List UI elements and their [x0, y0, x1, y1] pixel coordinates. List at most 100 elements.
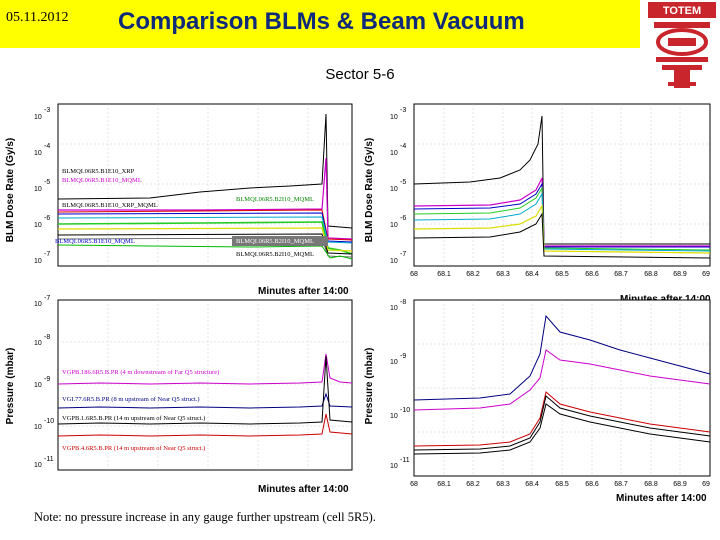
legend-label: BLMQI.06R5.B1E10_XRP [62, 168, 135, 175]
pressure-left-ylabel: Pressure (mbar) [5, 348, 16, 425]
x-tick: 68.2 [466, 481, 480, 488]
footnote: Note: no pressure increase in any gauge … [34, 510, 376, 524]
trace-cyan [57, 216, 353, 244]
title-banner [0, 0, 640, 48]
legend-label: BLMQI.06R5.B1E10_MQML [62, 177, 142, 184]
y-tick: 10 [390, 150, 398, 157]
y-tick: 10 [34, 114, 42, 121]
x-tick: 69 [702, 271, 710, 278]
y-tick: 10 [34, 150, 42, 157]
y-tick-exp: -9 [44, 376, 50, 383]
slide-title: Comparison BLMs & Beam Vacuum [118, 8, 525, 35]
trace-magenta [58, 157, 353, 240]
y-tick: 10 [390, 305, 398, 312]
y-tick: 10 [390, 463, 398, 470]
trace-black [413, 115, 710, 245]
blm-overview-chart: BLM Dose Rate (Gy/s) 10-3 10-4 10-5 10-6… [5, 103, 353, 297]
x-tick: 68.2 [466, 271, 480, 278]
pressure-right-y-ticks: 10-8 10-9 10-10 10-11 [390, 299, 410, 470]
y-tick: 10 [390, 413, 398, 420]
pressure-right-x-ticks: 68 68.1 68.2 68.3 68.4 68.5 68.6 68.7 68… [410, 481, 710, 488]
totem-logo: TOTEM [648, 2, 716, 88]
y-tick-exp: -9 [400, 353, 406, 360]
trace-blue-1 [57, 212, 353, 243]
y-tick: 10 [34, 462, 42, 469]
pressure-zoom-chart: Pressure (mbar) 10-8 10-9 10-10 10-11 68… [364, 299, 711, 504]
x-tick: 68 [410, 271, 418, 278]
y-tick: 10 [34, 382, 42, 389]
y-tick-exp: -7 [44, 251, 50, 258]
trace-navy [57, 392, 353, 409]
y-tick-exp: -3 [44, 107, 50, 114]
y-tick-exp: -4 [400, 143, 406, 150]
trace-black [413, 395, 711, 451]
x-tick: 68.9 [673, 481, 687, 488]
legend-label: BLMQI.06R5.B1E10_XRP_MQML [62, 202, 158, 209]
y-tick-exp: -5 [400, 179, 406, 186]
x-tick: 68.6 [585, 271, 599, 278]
x-tick: 68.6 [585, 481, 599, 488]
logo-text: TOTEM [663, 5, 701, 17]
trace-black-low [413, 212, 711, 259]
y-tick-exp: -6 [44, 215, 50, 222]
x-tick: 68.3 [496, 481, 510, 488]
pressure-right-ylabel: Pressure (mbar) [364, 348, 375, 425]
x-tick: 69 [702, 481, 710, 488]
trace-black-2 [413, 403, 711, 455]
y-tick-exp: -10 [44, 418, 54, 425]
y-tick-exp: -7 [400, 251, 406, 258]
x-tick: 68.4 [525, 481, 539, 488]
y-tick: 10 [34, 258, 42, 265]
x-tick: 68.9 [673, 271, 687, 278]
legend-label: BLMQI.06R5.B2I10_MQML [236, 196, 314, 203]
legend-label: VGPB.4.6R5.B.PR (14 m upstream of Near Q… [62, 445, 205, 452]
sector-label: Sector 5-6 [325, 66, 395, 83]
blm-right-x-ticks: 68 68.1 68.2 68.3 68.4 68.5 68.6 68.7 68… [410, 271, 710, 278]
trace-red [57, 413, 353, 437]
x-tick: 68.7 [614, 271, 628, 278]
x-tick: 68.5 [555, 271, 569, 278]
y-tick-exp: -8 [400, 299, 406, 306]
x-tick: 68.5 [555, 481, 569, 488]
blm-zoom-chart: BLM Dose Rate (Gy/s) 10-3 10-4 10-5 10-6… [364, 103, 711, 305]
trace-red [57, 209, 353, 241]
y-tick: 10 [34, 340, 42, 347]
blm-left-y-ticks: 10-3 10-4 10-5 10-6 10-7 [34, 107, 50, 265]
y-tick-exp: -8 [44, 334, 50, 341]
blm-left-ylabel: BLM Dose Rate (Gy/s) [5, 138, 16, 242]
legend-label: VGI.77.6R5.B.PR (8 m upstream of Near Q5… [62, 396, 200, 403]
legend-label: BLMQI.06R5.B1E10_MQML [55, 238, 135, 245]
y-tick: 10 [390, 186, 398, 193]
y-tick: 10 [390, 222, 398, 229]
trace-magenta [413, 349, 711, 411]
x-tick: 68.3 [496, 271, 510, 278]
x-tick: 68.8 [644, 271, 658, 278]
y-tick-exp: -10 [400, 407, 410, 414]
slide-date: 05.11.2012 [6, 10, 69, 25]
legend-label: BLMQI.06R5.B2I10_MQML [236, 238, 314, 245]
pressure-overview-chart: Pressure (mbar) 10-7 10-8 10-9 10-10 10-… [5, 295, 353, 495]
x-tick: 68.8 [644, 481, 658, 488]
pressure-left-y-ticks: 10-7 10-8 10-9 10-10 10-11 [34, 295, 54, 469]
blm-right-ylabel: BLM Dose Rate (Gy/s) [364, 138, 375, 242]
legend-highlight [232, 236, 328, 246]
x-tick: 68.4 [525, 271, 539, 278]
trace-black [57, 355, 353, 425]
legend-label: BLMQI.06R5.B2I10_MQML [236, 251, 314, 258]
trace-red [413, 391, 711, 447]
x-tick: 68 [410, 481, 418, 488]
y-tick: 10 [390, 114, 398, 121]
x-tick: 68.7 [614, 481, 628, 488]
y-tick: 10 [34, 424, 42, 431]
trace-magenta [57, 353, 353, 385]
blm-right-y-ticks: 10-3 10-4 10-5 10-6 10-7 [390, 107, 406, 265]
y-tick-exp: -6 [400, 215, 406, 222]
y-tick-exp: -4 [44, 143, 50, 150]
x-tick: 68.1 [437, 481, 451, 488]
y-tick: 10 [390, 359, 398, 366]
y-tick-exp: -11 [400, 457, 410, 464]
trace-navy [413, 314, 711, 401]
y-tick-exp: -7 [44, 295, 50, 302]
pressure-left-xlabel: Minutes after 14:00 [258, 484, 349, 495]
legend-label: VGPB.1.6R5.B.PR (14 m upstream of Near Q… [62, 415, 205, 422]
